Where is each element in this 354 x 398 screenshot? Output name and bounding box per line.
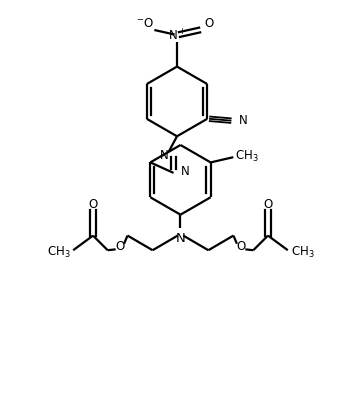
Text: O: O — [88, 198, 98, 211]
Text: N: N — [176, 232, 185, 245]
Text: O: O — [263, 198, 273, 211]
Text: CH$_3$: CH$_3$ — [291, 244, 314, 259]
Text: O: O — [205, 17, 214, 30]
Text: N$^+$: N$^+$ — [168, 28, 186, 43]
Text: O: O — [236, 240, 246, 253]
Text: CH$_3$: CH$_3$ — [47, 244, 70, 259]
Text: CH$_3$: CH$_3$ — [235, 149, 258, 164]
Text: $^{-}$O: $^{-}$O — [136, 17, 154, 30]
Text: N: N — [239, 114, 248, 127]
Text: N: N — [181, 165, 189, 178]
Text: N: N — [160, 149, 168, 162]
Text: O: O — [115, 240, 125, 253]
